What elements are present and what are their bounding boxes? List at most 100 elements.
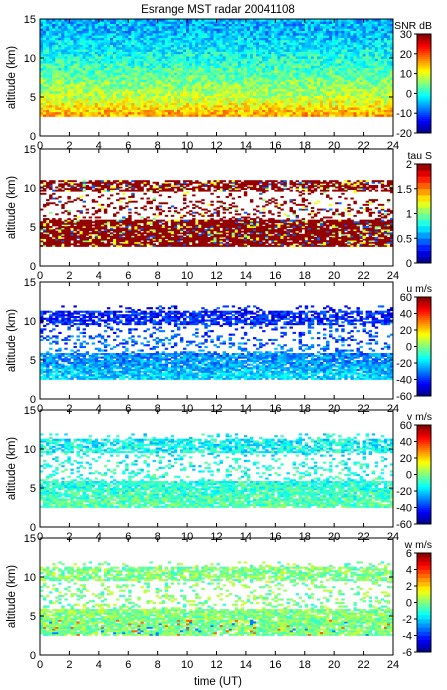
heatmap-cell [359, 74, 363, 78]
heatmap-cell [298, 109, 303, 113]
heatmap-cell [85, 51, 90, 55]
heatmap-cell [134, 79, 138, 83]
heatmap-cell [67, 60, 71, 64]
heatmap-cell [91, 90, 96, 94]
heatmap-cell [61, 95, 65, 99]
heatmap-cell [55, 53, 59, 57]
heatmap-cell [134, 111, 138, 115]
heatmap-cell [353, 102, 357, 106]
heatmap-cell [219, 51, 223, 55]
heatmap-cell [94, 114, 99, 117]
heatmap-cell [274, 104, 278, 108]
colorbar-swatch [417, 34, 431, 37]
heatmap-cell [389, 109, 394, 113]
heatmap-cell [374, 88, 379, 92]
heatmap-cell [189, 88, 193, 92]
heatmap-cell [179, 77, 184, 80]
heatmap-cell [256, 86, 260, 89]
heatmap-cell [52, 53, 56, 57]
heatmap-cell [46, 60, 50, 64]
heatmap-cell [222, 19, 226, 22]
heatmap-cell [295, 39, 300, 43]
heatmap-cell [268, 114, 272, 117]
heatmap-cell [286, 25, 290, 29]
heatmap-cell [295, 114, 300, 117]
heatmap-cell [170, 39, 175, 43]
heatmap-cell [213, 19, 217, 22]
heatmap-cell [140, 39, 144, 43]
heatmap-cell [64, 70, 68, 73]
heatmap-cell [125, 95, 129, 99]
heatmap-cell [58, 39, 62, 43]
heatmap-cell [161, 58, 166, 62]
heatmap-cell [61, 53, 65, 57]
heatmap-cell [353, 23, 357, 27]
heatmap-cell [243, 114, 248, 117]
heatmap-cell [125, 65, 129, 69]
heatmap-cell [277, 30, 281, 34]
heatmap-cell [222, 97, 226, 101]
heatmap-cell [40, 44, 44, 48]
heatmap-cell [265, 111, 269, 115]
heatmap-cell [219, 28, 223, 31]
heatmap-cell [210, 25, 214, 29]
heatmap-cell [97, 74, 102, 78]
heatmap-cell [192, 32, 196, 36]
heatmap-cell [271, 77, 275, 80]
heatmap-cell [43, 21, 47, 24]
heatmap-cell [225, 77, 230, 80]
heatmap-cell [61, 114, 65, 117]
heatmap-cell [91, 19, 96, 22]
heatmap-cell [143, 114, 147, 117]
heatmap-cell [125, 86, 129, 89]
heatmap-cell [304, 44, 309, 48]
heatmap-cell [295, 74, 300, 78]
heatmap-cell [64, 23, 68, 27]
heatmap-cell [204, 63, 208, 66]
heatmap-cell [76, 72, 80, 76]
heatmap-cell [365, 88, 369, 92]
heatmap-cell [116, 67, 120, 71]
heatmap-cell [298, 37, 303, 41]
heatmap-cell [210, 35, 214, 38]
heatmap-cell [356, 84, 360, 87]
heatmap-cell [152, 30, 156, 34]
heatmap-cell [100, 90, 105, 94]
heatmap-cell [234, 23, 239, 27]
heatmap-cell [262, 42, 266, 45]
heatmap-cell [329, 46, 333, 50]
heatmap-cell [319, 53, 324, 57]
heatmap-cell [125, 51, 129, 55]
heatmap-cell [55, 35, 59, 38]
heatmap-cell [213, 30, 217, 34]
heatmap-cell [249, 51, 254, 55]
heatmap-cell [332, 102, 336, 106]
heatmap-cell [70, 42, 74, 45]
heatmap-cell [146, 56, 150, 59]
heatmap-cell [240, 88, 245, 92]
heatmap-cell [189, 51, 193, 55]
heatmap-cell [386, 42, 391, 45]
heatmap-cell [347, 42, 351, 45]
heatmap-cell [265, 93, 269, 96]
heatmap-cell [113, 67, 117, 71]
heatmap-cell [207, 109, 211, 113]
heatmap-cell [119, 28, 123, 31]
heatmap-cell [82, 107, 86, 110]
heatmap-cell [237, 88, 242, 92]
heatmap-cell [137, 107, 141, 110]
heatmap-cell [164, 60, 169, 64]
colorbar-tick-label: -10 [396, 108, 412, 120]
heatmap-cell [249, 30, 254, 34]
heatmap-cell [228, 88, 233, 92]
heatmap-cell [277, 51, 281, 55]
heatmap-cell [76, 65, 80, 69]
heatmap-cell [198, 72, 202, 76]
heatmap-cell [216, 23, 220, 27]
heatmap-cell [307, 79, 312, 83]
heatmap-cell [341, 25, 345, 29]
heatmap-cell [301, 90, 306, 94]
heatmap-cell [249, 79, 254, 83]
heatmap-cell [316, 107, 321, 110]
heatmap-cell [49, 46, 53, 50]
